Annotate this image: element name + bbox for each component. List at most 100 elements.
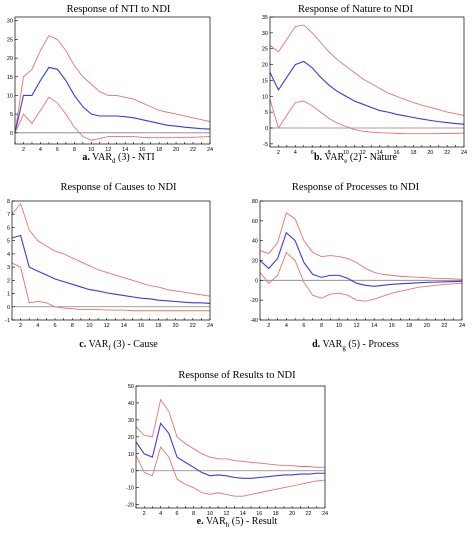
- y-tick-label: -20: [250, 298, 258, 304]
- chart-panel-a: Response of NTI to NDI 0 5 10 15 20 25 30 2 4 6 8 1…: [0, 0, 237, 170]
- y-tick-label: 0: [10, 131, 13, 137]
- y-tick-label: 7: [7, 212, 10, 218]
- chart-title: Response of Processes to NDI: [291, 182, 420, 193]
- series-line-lower: [11, 262, 210, 312]
- y-tick-label: -5: [263, 142, 268, 148]
- y-tick-label: -1: [5, 318, 10, 324]
- x-tick-label: 2: [267, 323, 270, 329]
- x-tick-label: 2: [143, 511, 146, 517]
- x-tick-label: 12: [104, 323, 110, 329]
- x-tick-label: 22: [306, 511, 312, 517]
- y-tick-label: 0: [131, 469, 134, 475]
- chart-caption: a. VARd (3) - NTI: [0, 152, 237, 165]
- caption-pre: VAR: [86, 339, 109, 350]
- caption-letter: e.: [196, 516, 204, 527]
- plot-frame: [135, 385, 326, 509]
- caption-sub: e: [344, 157, 348, 165]
- y-tick-label: 30: [7, 19, 13, 25]
- caption-pre: VAR: [322, 152, 345, 163]
- y-tick-label: 35: [262, 15, 268, 21]
- x-tick-label: 18: [406, 323, 412, 329]
- x-tick-label: 24: [207, 323, 213, 329]
- series-line-upper: [14, 35, 211, 133]
- chart-caption: c. VARf (3) - Cause: [0, 339, 237, 352]
- chart-title: Response of Nature to NDI: [298, 4, 413, 15]
- y-tick-label: 0: [7, 305, 10, 311]
- x-tick-label: 24: [459, 323, 465, 329]
- x-tick-label: 8: [192, 511, 195, 517]
- plot-frame: [14, 16, 211, 145]
- y-tick-label: 80: [252, 199, 258, 205]
- y-tick-label: 20: [128, 435, 134, 441]
- x-tick-label: 4: [159, 511, 162, 517]
- x-tick-label: 22: [444, 150, 450, 156]
- x-tick-label: 14: [240, 511, 246, 517]
- y-tick-label: 30: [262, 31, 268, 37]
- x-tick-label: 20: [427, 150, 433, 156]
- series-line-upper: [11, 202, 211, 297]
- x-tick-label: 6: [311, 150, 314, 156]
- series-line-center: [259, 231, 463, 287]
- caption-letter: d.: [312, 339, 321, 350]
- x-tick-label: 22: [190, 147, 196, 153]
- x-tick-label: 2: [22, 147, 25, 153]
- x-tick-label: 16: [393, 150, 399, 156]
- series-line-center: [135, 422, 325, 479]
- y-tick-label: 2: [7, 278, 10, 284]
- x-tick-label: 4: [294, 150, 297, 156]
- x-tick-label: 6: [176, 511, 179, 517]
- x-tick-label: 6: [302, 323, 305, 329]
- series-line-center: [269, 60, 465, 125]
- series-line-center: [11, 234, 211, 305]
- plot-frame: [11, 200, 211, 321]
- x-tick-label: 18: [273, 511, 279, 517]
- y-tick-label: 25: [262, 47, 268, 53]
- y-tick-label: 10: [7, 93, 13, 99]
- x-tick-label: 16: [256, 511, 262, 517]
- chart-caption: d. VARg (5) - Process: [237, 339, 474, 352]
- x-tick-label: 18: [155, 323, 161, 329]
- x-tick-label: 12: [354, 323, 360, 329]
- caption-post: (2) - Nature: [347, 152, 398, 163]
- series-line-upper: [135, 398, 325, 468]
- x-tick-label: 10: [88, 147, 94, 153]
- caption-post: (3) - Cause: [110, 339, 158, 350]
- x-tick-label: 8: [73, 147, 76, 153]
- y-tick-label: 5: [10, 112, 13, 118]
- caption-letter: b.: [313, 152, 323, 163]
- series-line-upper: [269, 24, 465, 116]
- x-tick-label: 24: [207, 147, 213, 153]
- x-tick-label: 4: [285, 323, 288, 329]
- y-tick-label: 4: [7, 252, 10, 258]
- x-tick-label: 20: [289, 511, 295, 517]
- plot-frame: [259, 200, 463, 321]
- plot-frame: [269, 16, 465, 148]
- x-tick-label: 10: [343, 150, 349, 156]
- y-tick-label: 10: [128, 452, 134, 458]
- series-line-upper: [259, 212, 463, 280]
- x-tick-label: 10: [207, 511, 213, 517]
- x-tick-label: 10: [336, 323, 342, 329]
- y-tick-label: 40: [128, 401, 134, 407]
- chart-title: Response of Results to NDI: [178, 370, 296, 381]
- x-tick-label: 10: [86, 323, 92, 329]
- caption-pre: VAR: [320, 339, 343, 350]
- y-tick-label: 0: [255, 278, 258, 284]
- y-tick-label: 60: [252, 219, 258, 225]
- x-tick-label: 4: [39, 147, 42, 153]
- y-tick-label: -20: [126, 503, 134, 509]
- series-line-lower: [259, 251, 463, 302]
- caption-letter: c.: [79, 339, 87, 350]
- y-tick-label: 20: [262, 63, 268, 69]
- chart-panel-b: Response of Nature to NDI -5 0 5 10 15 20 25 30…: [237, 0, 474, 170]
- x-tick-label: 8: [328, 150, 331, 156]
- chart-caption: b. VARe (2) - Nature: [237, 152, 474, 165]
- x-tick-label: 14: [377, 150, 383, 156]
- x-tick-label: 20: [173, 147, 179, 153]
- x-tick-label: 2: [19, 323, 22, 329]
- x-tick-label: 14: [122, 147, 128, 153]
